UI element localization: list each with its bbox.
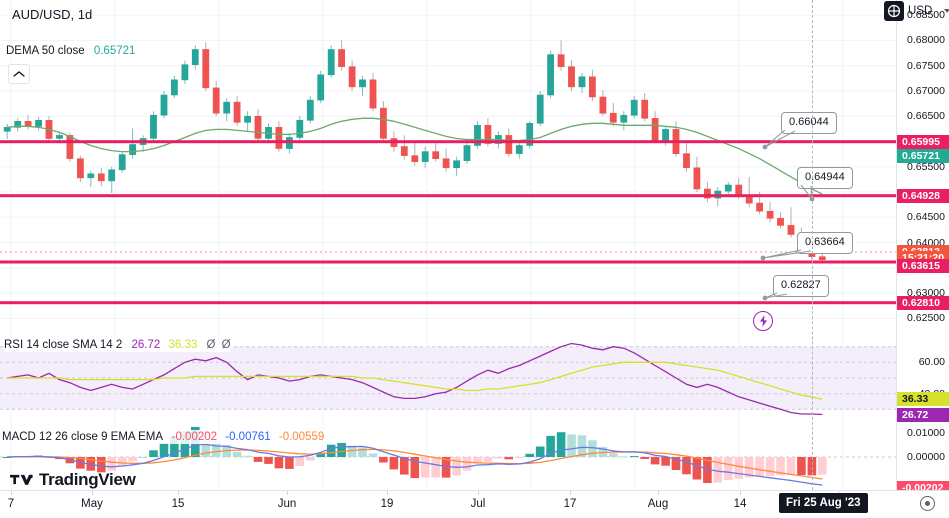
crosshair-vertical-line [812, 0, 813, 490]
time-axis-label: 7 [7, 498, 15, 510]
price-axis-tick: 0.64500 [907, 211, 945, 224]
price-axis-tick: 0.67000 [907, 85, 945, 97]
price-axis-tick: 0.68000 [907, 34, 945, 47]
rsi-legend-extra-1: Ø [206, 339, 216, 351]
time-axis-tick [178, 491, 179, 495]
dema-legend[interactable]: DEMA 50 close 0.65721 [6, 44, 136, 58]
price-callout[interactable]: 0.66044 [781, 112, 837, 134]
macd-legend-name: MACD 12 26 close 9 EMA EMA [2, 431, 163, 443]
price-axis-tick: 0.67500 [907, 59, 945, 72]
price-axis-tick: 0.68500 [907, 9, 945, 22]
price-chart-canvas[interactable] [0, 0, 896, 331]
time-axis-label: Jul [470, 498, 486, 510]
time-axis-tick [478, 491, 479, 495]
rsi-legend-extra-2: Ø [221, 339, 231, 351]
tradingview-logo[interactable]: TradingView [10, 469, 136, 489]
time-axis-tick [570, 491, 571, 495]
macd-legend[interactable]: MACD 12 26 close 9 EMA EMA -0.00202 -0.0… [2, 430, 325, 444]
rsi-axis-chip[interactable]: 36.33 [897, 392, 949, 407]
time-axis-tooltip: Fri 25 Aug '23 [779, 493, 868, 513]
lightning-bolt-icon[interactable] [753, 311, 773, 331]
rsi-canvas[interactable] [0, 331, 896, 425]
rsi-legend-name: RSI 14 close SMA 14 2 [4, 339, 123, 351]
currency-selector[interactable]: USD [908, 2, 949, 20]
time-axis-label: Aug [647, 498, 669, 510]
price-callout[interactable]: 0.62827 [773, 275, 829, 297]
price-axis-chip[interactable]: 0.63615 [897, 258, 949, 273]
lightning-bolt-glyph [759, 315, 767, 327]
time-axis-label: 14 [733, 498, 747, 510]
macd-pane[interactable] [0, 425, 896, 490]
time-axis-tick [658, 491, 659, 495]
price-callout[interactable]: 0.64944 [797, 167, 853, 189]
settings-gear-dot [925, 501, 930, 506]
rsi-axis-chip[interactable]: 26.72 [897, 407, 949, 422]
price-axis-chip[interactable]: 0.65995 [897, 134, 949, 149]
time-axis-tick [387, 491, 388, 495]
symbol-title-text: AUD/USD, 1d [12, 7, 93, 22]
time-axis-tick [92, 491, 93, 495]
time-axis-label: Jun [277, 498, 297, 510]
rsi-axis-tick: 60.00 [918, 356, 945, 369]
time-axis-label: 15 [171, 498, 185, 510]
macd-axis-tick: 0.00000 [907, 451, 945, 463]
time-axis-label: May [81, 498, 103, 510]
price-chart-pane[interactable] [0, 0, 896, 331]
settings-gear-icon[interactable] [920, 496, 935, 511]
dema-legend-name: DEMA 50 close [6, 45, 85, 57]
macd-hist-value: -0.00559 [278, 431, 325, 443]
price-axis-chip[interactable]: 0.64928 [897, 188, 949, 203]
price-scale-axis[interactable]: 0.68500 0.68000 0.67500 0.67000 0.66500 0.655… [896, 0, 949, 495]
crosshair-tool-button[interactable] [884, 1, 904, 21]
macd-signal-value: -0.00761 [225, 431, 271, 443]
time-axis-label: 17 [563, 498, 577, 510]
crosshair-plus-icon [887, 4, 901, 18]
pane-collapse-button[interactable] [8, 64, 30, 84]
time-scale-axis[interactable]: 7May15Jun19Jul17Aug14SepFri 25 Aug '23 [0, 490, 949, 518]
currency-label: USD [908, 5, 933, 17]
price-axis-chip[interactable]: 0.62810 [897, 295, 949, 310]
dema-legend-value: 0.65721 [93, 45, 136, 57]
time-axis-tick [287, 491, 288, 495]
chevron-up-icon [13, 71, 25, 77]
price-callout[interactable]: 0.63664 [797, 232, 853, 254]
chevron-down-icon [944, 9, 949, 13]
macd-legend-value: -0.00202 [171, 431, 218, 443]
macd-axis-tick: 0.01000 [907, 427, 945, 439]
time-axis-label: 19 [380, 498, 394, 510]
price-axis-chip[interactable]: 0.65721 [897, 148, 949, 163]
rsi-sma-legend-value: 36.33 [168, 339, 198, 351]
tradingview-wordmark: TradingView [39, 469, 136, 489]
price-axis-tick: 0.62500 [907, 312, 945, 325]
time-axis-tick [740, 491, 741, 495]
price-axis-tick: 0.66500 [907, 110, 945, 123]
tradingview-logo-icon [10, 474, 33, 485]
time-axis-tick [11, 491, 12, 495]
rsi-legend[interactable]: RSI 14 close SMA 14 2 26.72 36.33 Ø Ø [4, 338, 231, 352]
page-title[interactable]: AUD/USD, 1d [12, 8, 92, 22]
rsi-legend-value: 26.72 [131, 339, 161, 351]
price-axis-tick: 0.65500 [907, 160, 945, 173]
